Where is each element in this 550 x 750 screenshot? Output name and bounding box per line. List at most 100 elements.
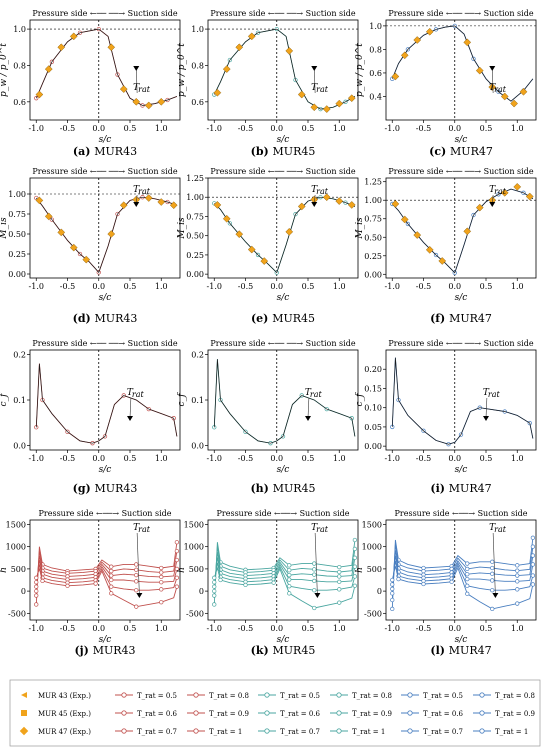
experimental-marker: [463, 38, 472, 47]
y-tick-label: 1.25: [186, 174, 204, 183]
x-tick-label: 0.5: [302, 282, 315, 291]
series-marker: [212, 575, 217, 580]
subplot-k: -1.0 -0.5 0.0 0.5 1.0 -500 0 500 1000 1500 Pressur…: [177, 509, 359, 657]
x-tick-label: 0.0: [92, 124, 105, 133]
series-marker: [390, 597, 395, 603]
caption-letter: (g): [73, 482, 95, 495]
subplot-caption: (a) MUR43: [73, 145, 137, 158]
y-tick-label: 0.75: [8, 210, 26, 219]
legend-trat-label: T_rat = 0.9: [352, 710, 392, 718]
y-tick-label: -500: [8, 609, 26, 618]
experimental-marker: [475, 66, 484, 75]
trat-arrow-line: [314, 532, 318, 596]
caption-name: MUR47: [450, 145, 493, 158]
legend-trat-label: T_rat = 0.8: [495, 692, 535, 700]
trat-label: T: [483, 388, 490, 398]
experimental-marker: [35, 196, 44, 205]
y-tick-label: 0.0: [191, 441, 204, 450]
caption-letter: (f): [430, 312, 449, 325]
experimental-marker: [475, 203, 484, 212]
series-marker: [243, 582, 248, 588]
series-line: [35, 555, 178, 592]
trat-arrow-line: [492, 532, 496, 596]
series-marker: [159, 570, 164, 575]
y-axis-label: p_w / p_0^t: [0, 43, 9, 97]
experimental-marker: [322, 193, 331, 202]
trat-arrow-head: [314, 593, 321, 598]
series-marker: [312, 567, 317, 572]
axes-frame: [29, 519, 181, 621]
y-tick-label: 1.0: [13, 25, 26, 34]
legend-trat-label: T_rat = 0.7: [280, 728, 320, 736]
trat-subscript: rat: [310, 390, 323, 399]
x-tick-label: -1.0: [207, 282, 222, 291]
series-line: [213, 546, 356, 596]
experimental-marker: [144, 101, 153, 110]
series-marker: [134, 579, 139, 584]
experimental-marker: [413, 36, 422, 44]
side-annotation: Pressure side ←──→ Suction side: [217, 509, 350, 518]
caption-name: MUR43: [94, 145, 137, 158]
series-marker: [390, 606, 395, 612]
series-line: [213, 551, 356, 592]
y-tick-label: 0.0: [13, 441, 26, 450]
series-marker: [134, 562, 139, 567]
x-tick-label: 0.0: [92, 454, 105, 463]
x-axis-label: s/c: [455, 635, 468, 645]
experimental-marker: [247, 245, 256, 254]
side-annotation: Pressure side ←──→ Suction side: [395, 509, 528, 518]
axes-frame: [385, 19, 537, 121]
experimental-marker: [44, 65, 53, 73]
y-tick-label: 0.8: [369, 45, 382, 54]
x-tick-label: 0.5: [480, 624, 493, 633]
trat-label: T: [133, 185, 140, 195]
experimental-marker: [310, 103, 319, 112]
subplot-caption: (j) MUR43: [74, 644, 135, 657]
x-tick-label: 0.5: [480, 454, 493, 463]
y-tick-label: 0.25: [8, 250, 26, 259]
x-tick-label: 0.5: [302, 124, 315, 133]
series-marker: [34, 588, 39, 594]
legend-trat-label: T_rat = 0.6: [423, 710, 463, 718]
x-axis-label: s/c: [455, 293, 468, 303]
caption-letter: (h): [250, 482, 272, 495]
series-marker: [312, 561, 317, 566]
y-tick-label: 0.8: [13, 61, 26, 70]
y-tick-label: 1.25: [364, 178, 382, 187]
x-tick-label: -1.0: [29, 282, 44, 291]
subplot-caption: (l) MUR47: [430, 644, 491, 657]
legend-trat-label: T_rat = 0.7: [423, 728, 463, 736]
y-axis-label: M_is: [355, 217, 365, 240]
x-tick-label: 0.0: [270, 454, 283, 463]
y-tick-label: 0.00: [364, 442, 382, 451]
experimental-marker: [500, 92, 509, 101]
legend-trat-label: T_rat = 0.9: [495, 710, 535, 718]
series-marker: [390, 586, 395, 592]
legend-line-marker: [264, 728, 270, 734]
legend-line-marker: [479, 710, 485, 716]
series-marker: [134, 567, 139, 572]
y-axis-label: h: [0, 567, 9, 573]
experimental-marker: [57, 43, 66, 52]
legend-line-marker: [193, 710, 199, 716]
y-tick-label: 0.50: [364, 233, 382, 242]
x-tick-label: 1.0: [155, 624, 168, 633]
side-annotation: Pressure side ←── ──→ Suction side: [32, 167, 177, 176]
series-marker: [515, 587, 520, 592]
subplot-d: -1.0 -0.5 0.0 0.5 1.0 0.00 0.25 0.50 0.75 1.00 Pre…: [0, 167, 181, 325]
y-tick-label: 0.00: [186, 270, 204, 279]
y-tick-label: 0.50: [186, 232, 204, 241]
experimental-marker: [119, 201, 128, 210]
series-marker: [312, 572, 317, 577]
experimental-marker: [425, 246, 434, 254]
series-marker: [515, 579, 520, 584]
x-tick-label: -1.0: [207, 124, 222, 133]
legend-trat-label: T_rat = 1: [352, 728, 385, 736]
caption-letter: (l): [430, 644, 448, 657]
trat-subscript: rat: [316, 525, 329, 534]
series-marker: [159, 565, 164, 571]
trat-arrow-head: [489, 202, 496, 207]
y-tick-label: 0.1: [13, 396, 26, 405]
series-marker: [390, 577, 395, 583]
